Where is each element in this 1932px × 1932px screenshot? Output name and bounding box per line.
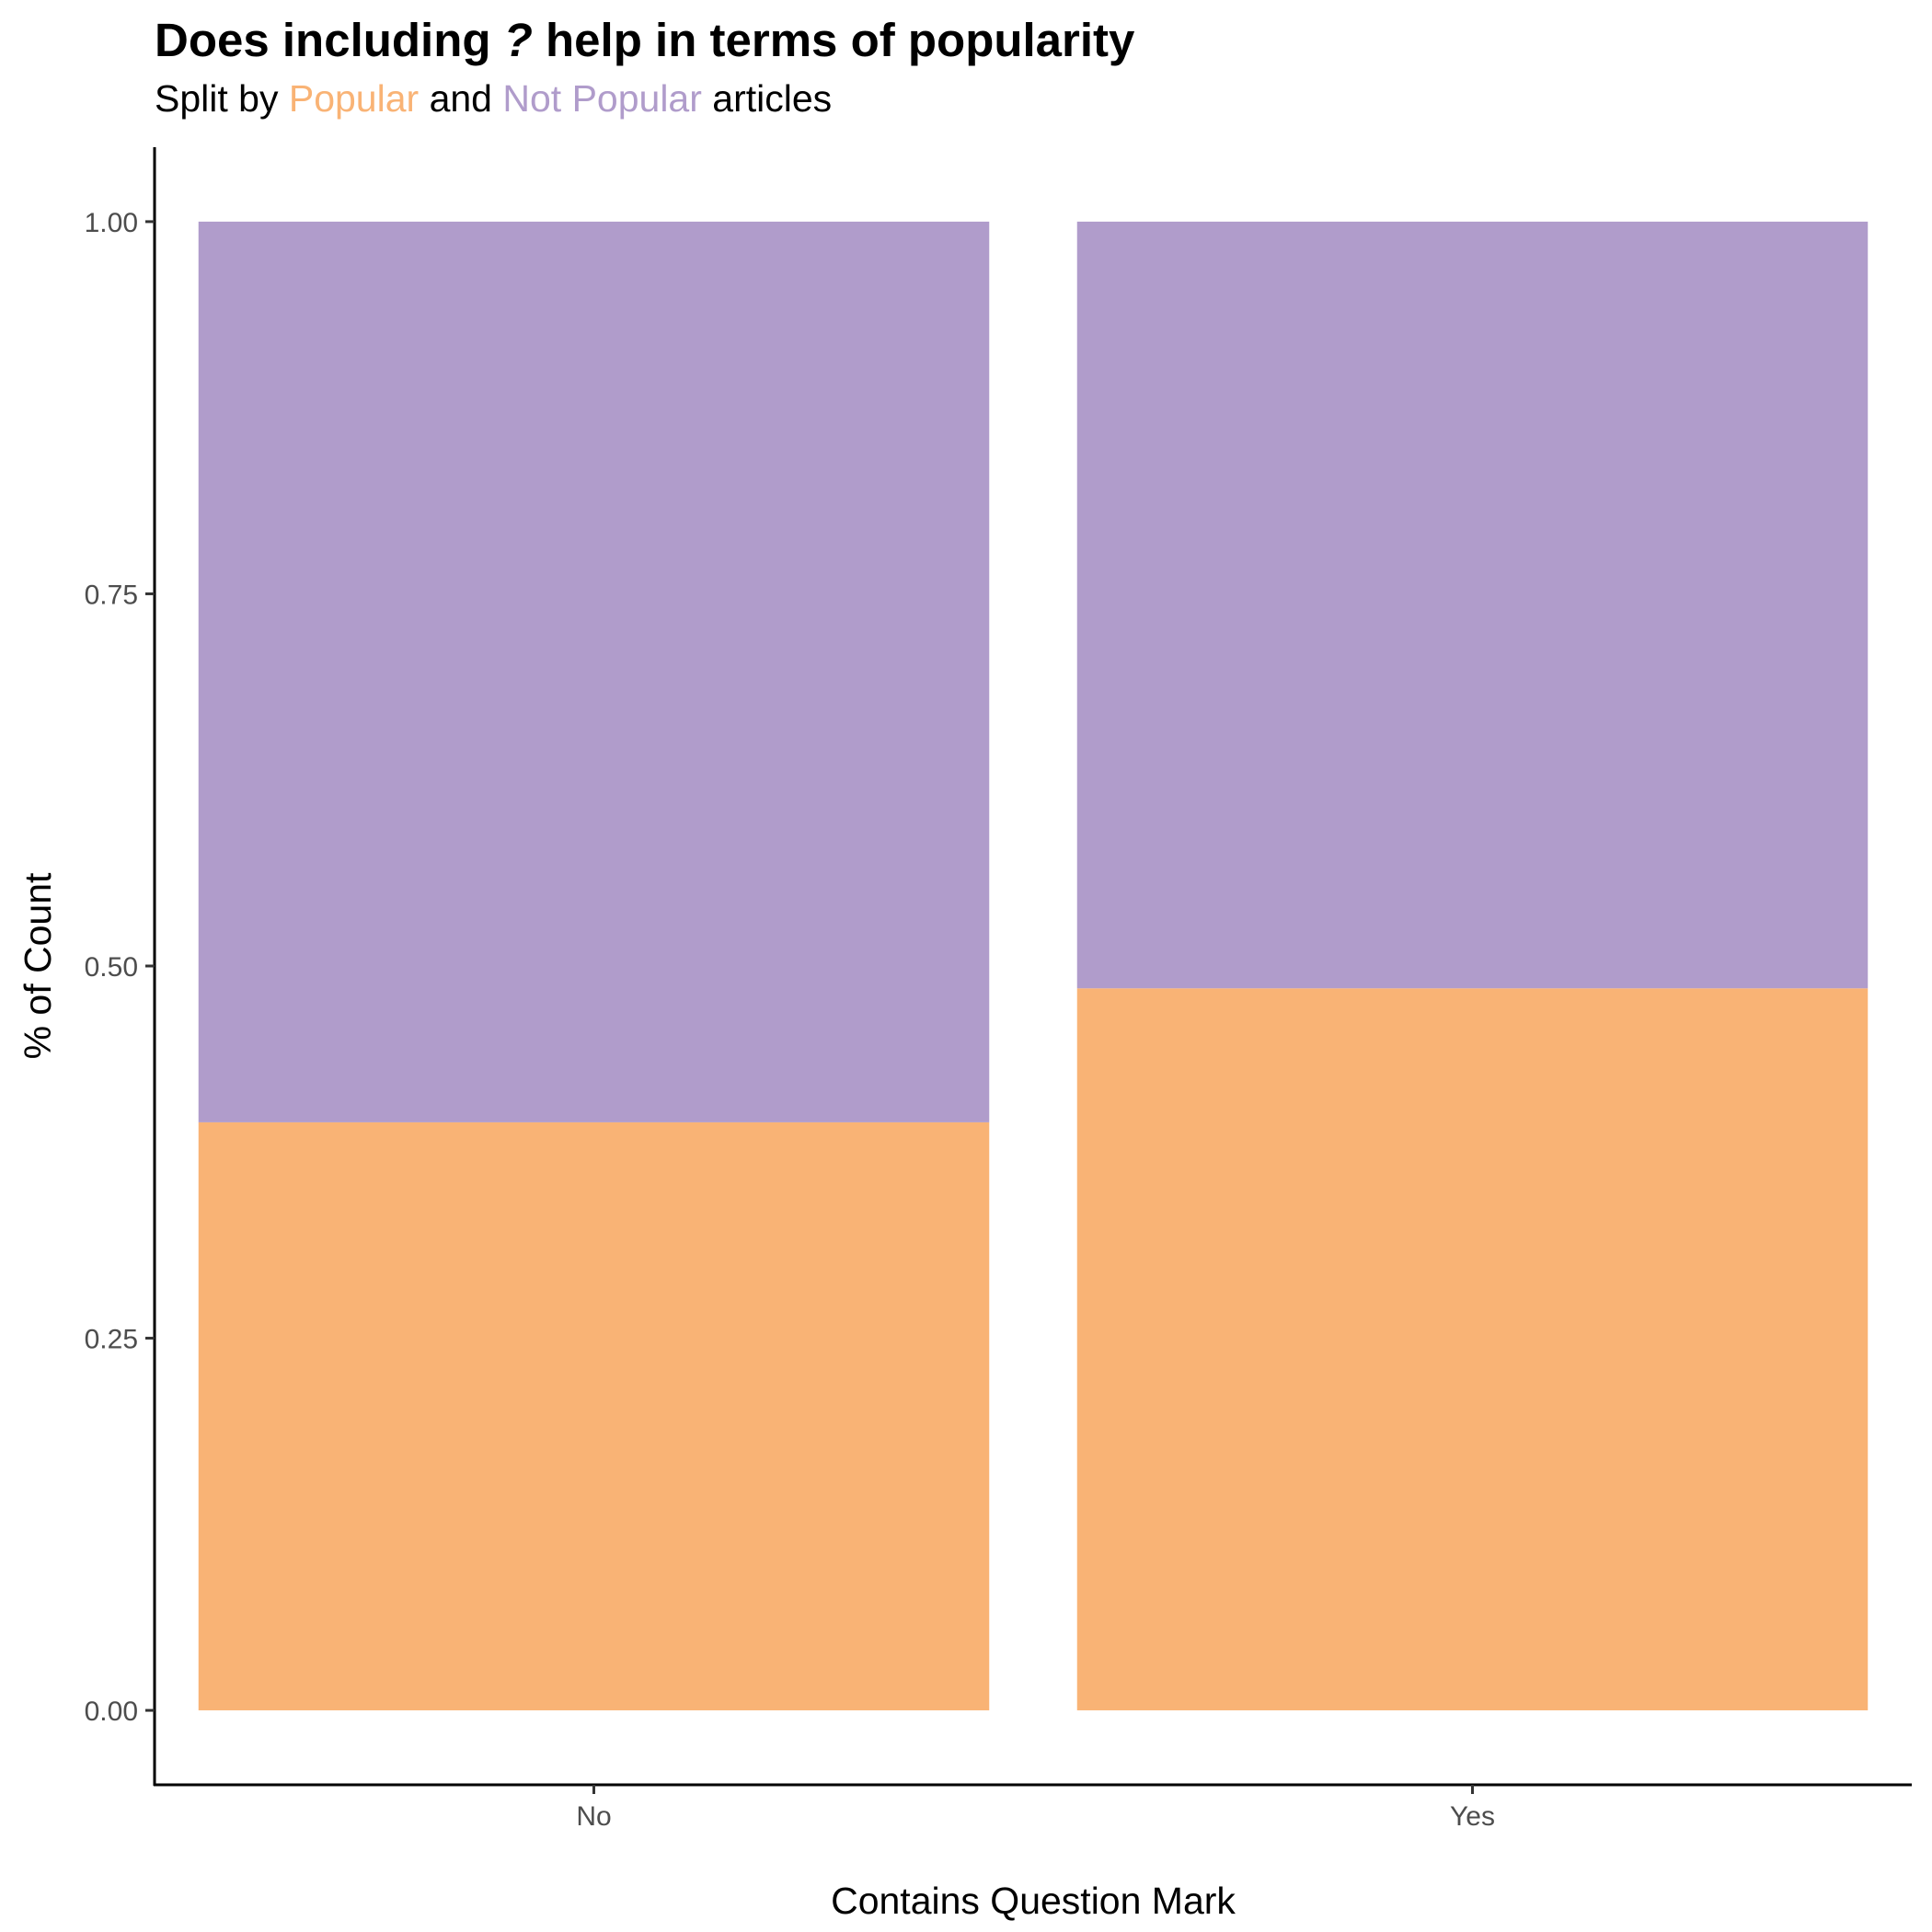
y-tick-label: 0.00: [85, 1696, 138, 1727]
y-tick-label: 1.00: [85, 208, 138, 238]
bar-no-popular: [198, 1121, 990, 1711]
bar-yes-popular: [1076, 988, 1869, 1711]
title-text-before: Does including: [155, 14, 504, 66]
y-axis-title: % of Count: [17, 872, 59, 1059]
x-tick-label-yes: Yes: [1450, 1801, 1495, 1832]
bar-no-not-popular: [198, 221, 990, 1122]
title-question-mark: ?: [503, 14, 533, 66]
bar-yes-not-popular: [1076, 221, 1869, 989]
subtitle-suffix: articles: [701, 77, 833, 120]
title-text-after: help in terms of popularity: [532, 14, 1135, 66]
chart-subtitle: Split by Popular and Not Popular article…: [155, 77, 832, 121]
x-axis-title: Contains Question Mark: [831, 1880, 1236, 1922]
axes-layer: 0.00 0.25 0.50 0.75 1.00 No Yes: [85, 147, 1912, 1832]
subtitle-prefix: Split by: [155, 77, 289, 120]
subtitle-not-popular-label: Not Popular: [502, 77, 702, 120]
subtitle-popular-label: Popular: [288, 77, 420, 120]
y-tick-label: 0.50: [85, 952, 138, 983]
y-tick-label: 0.75: [85, 580, 138, 610]
x-tick-label-no: No: [576, 1801, 611, 1832]
chart-title: Does including ? help in terms of popula…: [155, 13, 1134, 67]
subtitle-middle: and: [419, 77, 503, 120]
bars-layer: [198, 221, 1869, 1711]
y-tick-label: 0.25: [85, 1325, 138, 1355]
